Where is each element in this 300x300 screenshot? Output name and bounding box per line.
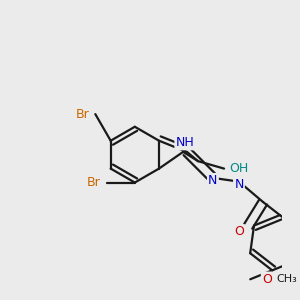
Text: O: O: [262, 273, 272, 286]
Text: OH: OH: [229, 162, 249, 175]
Text: Br: Br: [87, 176, 101, 189]
Text: CH₃: CH₃: [276, 274, 297, 284]
Text: N: N: [234, 178, 244, 191]
Text: NH: NH: [176, 136, 194, 149]
Text: Br: Br: [75, 108, 89, 121]
Text: O: O: [234, 225, 244, 238]
Text: N: N: [208, 174, 218, 187]
